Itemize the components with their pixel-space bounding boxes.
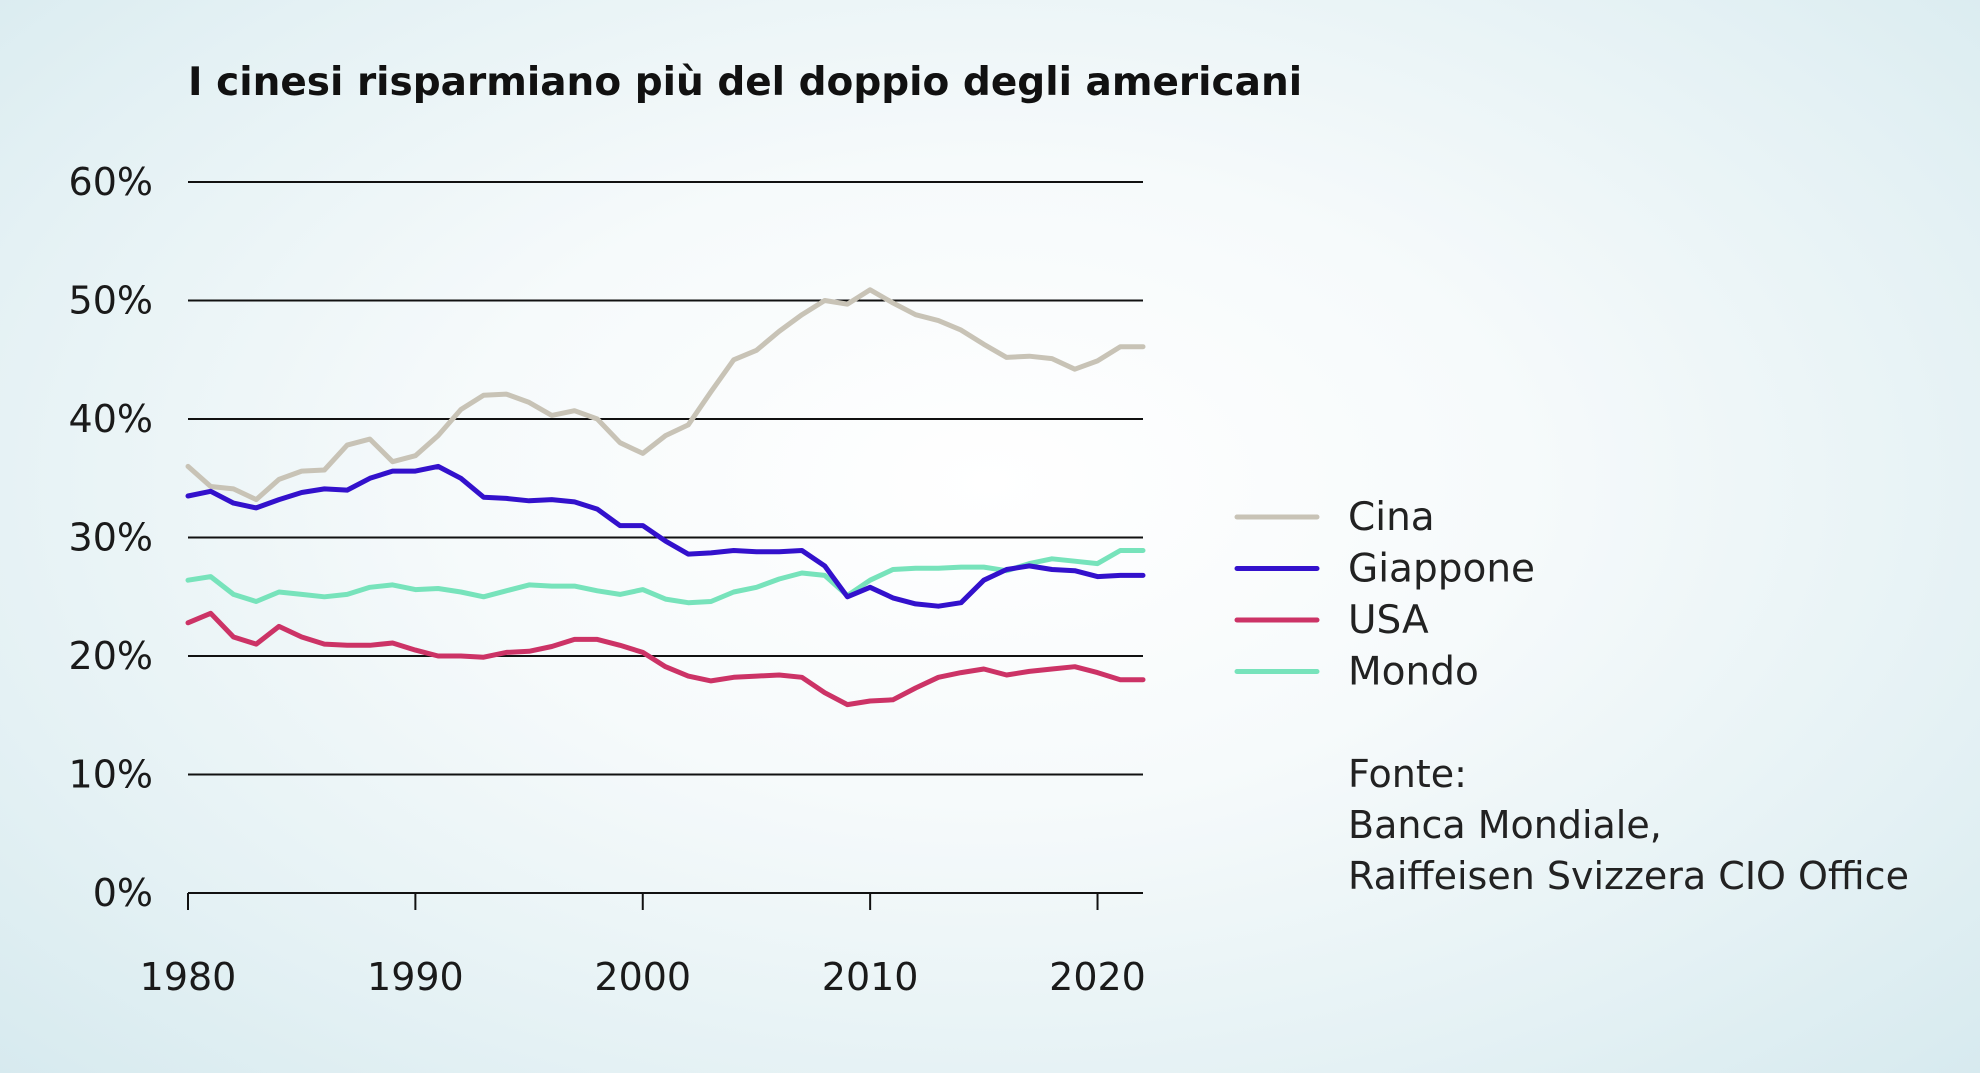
x-tick-label-1990: 1990 <box>367 955 464 999</box>
y-tick-label-50: 50% <box>69 279 153 323</box>
legend-label-mondo: Mondo <box>1348 650 1479 695</box>
x-tick-label-2010: 2010 <box>822 955 919 999</box>
legend: Cina Giappone USA Mondo <box>1234 495 1535 695</box>
legend-label-cina: Cina <box>1348 495 1435 540</box>
x-axis-labels: 1980 1990 2000 2010 2020 <box>140 955 1146 999</box>
series-lines <box>185 287 1146 708</box>
x-tick-label-2020: 2020 <box>1049 955 1146 999</box>
y-tick-label-10: 10% <box>69 753 153 797</box>
series-line-cina <box>185 287 1146 503</box>
y-tick-label-0: 0% <box>93 871 153 915</box>
legend-label-usa: USA <box>1348 598 1429 643</box>
x-tick-label-2000: 2000 <box>594 955 691 999</box>
axes <box>187 892 1143 910</box>
legend-label-giappone: Giappone <box>1348 547 1535 592</box>
y-tick-label-20: 20% <box>69 634 153 678</box>
x-tick-label-1980: 1980 <box>140 955 237 999</box>
gridlines <box>188 181 1143 776</box>
y-tick-label-60: 60% <box>69 160 153 204</box>
y-axis-labels: 0% 10% 20% 30% 40% 50% 60% <box>69 160 153 915</box>
series-line-giappone <box>185 463 1146 609</box>
y-tick-label-30: 30% <box>69 516 153 560</box>
source-line-1: Banca Mondiale, <box>1348 803 1662 847</box>
source-note: Fonte: Banca Mondiale, Raiffeisen Svizze… <box>1348 752 1909 898</box>
series-line-usa <box>185 610 1146 708</box>
chart-title: I cinesi risparmiano più del doppio degl… <box>188 60 1302 105</box>
series-line-mondo <box>185 548 1146 606</box>
y-tick-label-40: 40% <box>69 397 153 441</box>
source-label: Fonte: <box>1348 752 1467 796</box>
source-line-2: Raiffeisen Svizzera CIO Office <box>1348 854 1909 898</box>
